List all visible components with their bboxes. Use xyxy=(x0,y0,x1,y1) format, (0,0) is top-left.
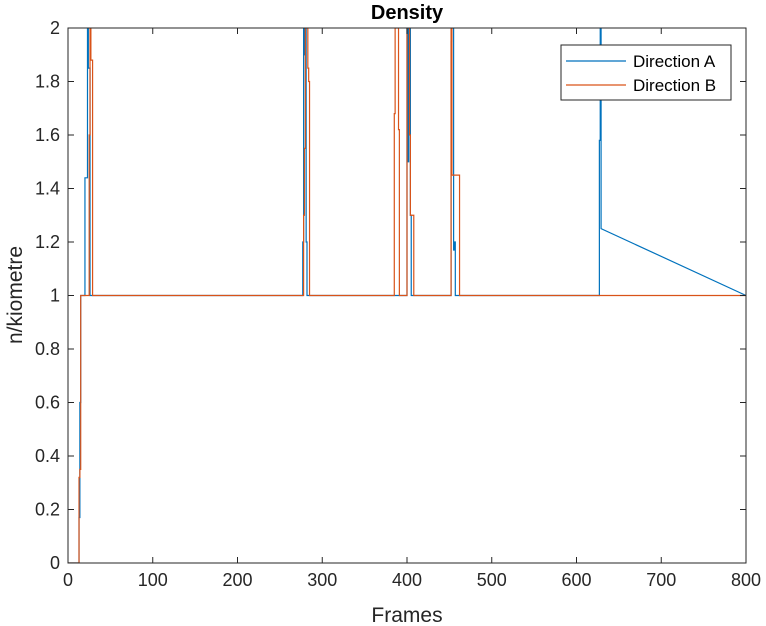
chart-title: Density xyxy=(371,2,444,24)
x-tick-label: 800 xyxy=(731,570,761,590)
x-tick-label: 400 xyxy=(392,570,422,590)
legend-label-direction-a: Direction A xyxy=(633,52,716,71)
y-tick-label: 0.6 xyxy=(35,393,60,413)
series-line-direction-b xyxy=(68,28,746,563)
series-layer xyxy=(68,28,746,563)
x-axis-label: Frames xyxy=(371,604,442,626)
y-tick-label: 2 xyxy=(50,18,60,38)
x-tick-label: 600 xyxy=(561,570,591,590)
y-tick-label: 0 xyxy=(50,553,60,573)
ticks-layer: 0 100 200 300 400 500 600 700 800 0 0.2 0.4 0.6 0.8 1 1… xyxy=(35,18,761,590)
x-tick-label: 100 xyxy=(138,570,168,590)
x-tick-label: 200 xyxy=(222,570,252,590)
y-tick-label: 1.2 xyxy=(35,232,60,252)
legend-label-direction-b: Direction B xyxy=(633,76,716,95)
y-axis-label: n/kiometre xyxy=(4,246,27,344)
y-tick-label: 1.4 xyxy=(35,179,60,199)
x-tick-label: 500 xyxy=(477,570,507,590)
y-tick-label: 0.8 xyxy=(35,339,60,359)
y-tick-label: 1.6 xyxy=(35,125,60,145)
x-tick-label: 300 xyxy=(307,570,337,590)
legend: Direction A Direction B xyxy=(560,44,732,101)
y-tick-label: 0.2 xyxy=(35,500,60,520)
x-tick-label: 700 xyxy=(646,570,676,590)
y-tick-label: 1 xyxy=(50,286,60,306)
x-tick-label: 0 xyxy=(63,570,73,590)
legend-box xyxy=(560,44,732,101)
y-tick-label: 0.4 xyxy=(35,446,60,466)
y-tick-label: 1.8 xyxy=(35,72,60,92)
